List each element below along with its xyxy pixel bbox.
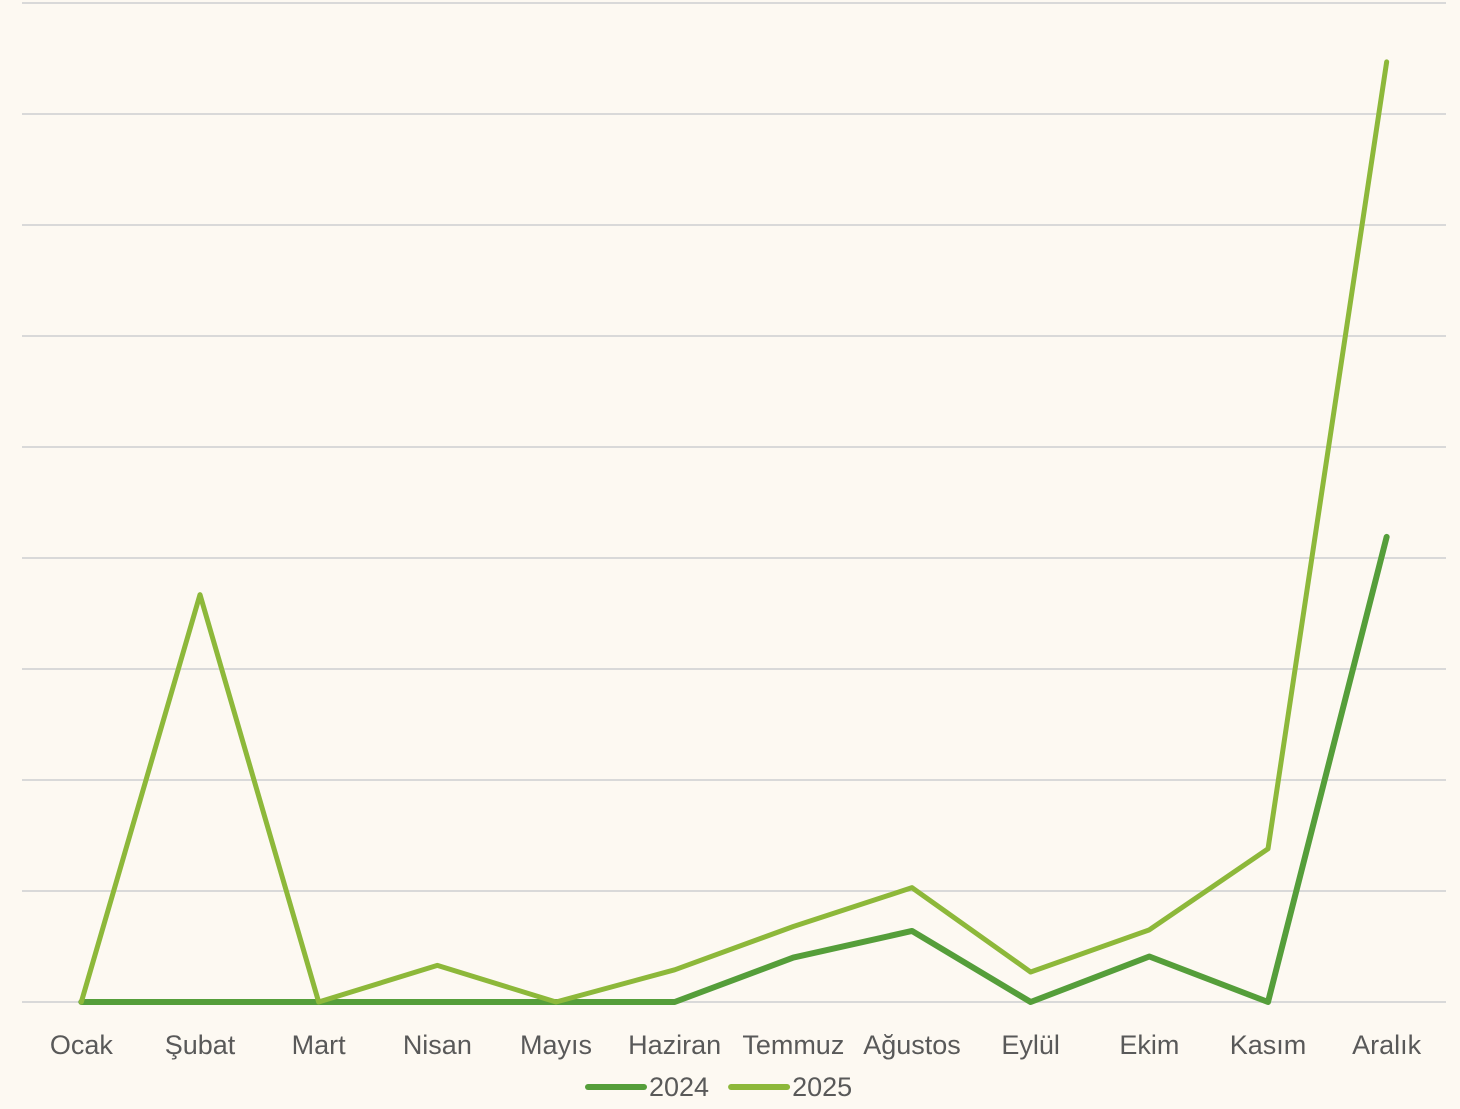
x-tick-label: Ocak xyxy=(50,1030,114,1060)
x-tick-label: Mart xyxy=(292,1030,346,1060)
x-tick-label: Haziran xyxy=(628,1030,721,1060)
x-tick-label: Mayıs xyxy=(520,1030,592,1060)
x-tick-label: Şubat xyxy=(165,1030,236,1060)
series-line xyxy=(78,59,1390,1005)
legend-label: 2024 xyxy=(649,1072,709,1102)
series-line xyxy=(78,533,1390,1005)
x-tick-label: Eylül xyxy=(1001,1030,1060,1060)
x-tick-label: Nisan xyxy=(403,1030,472,1060)
x-tick-label: Aralık xyxy=(1352,1030,1422,1060)
x-tick-label: Ağustos xyxy=(863,1030,961,1060)
x-tick-label: Kasım xyxy=(1230,1030,1307,1060)
x-tick-label: Temmuz xyxy=(742,1030,844,1060)
legend-label: 2025 xyxy=(792,1072,852,1102)
x-tick-label: Ekim xyxy=(1119,1030,1179,1060)
